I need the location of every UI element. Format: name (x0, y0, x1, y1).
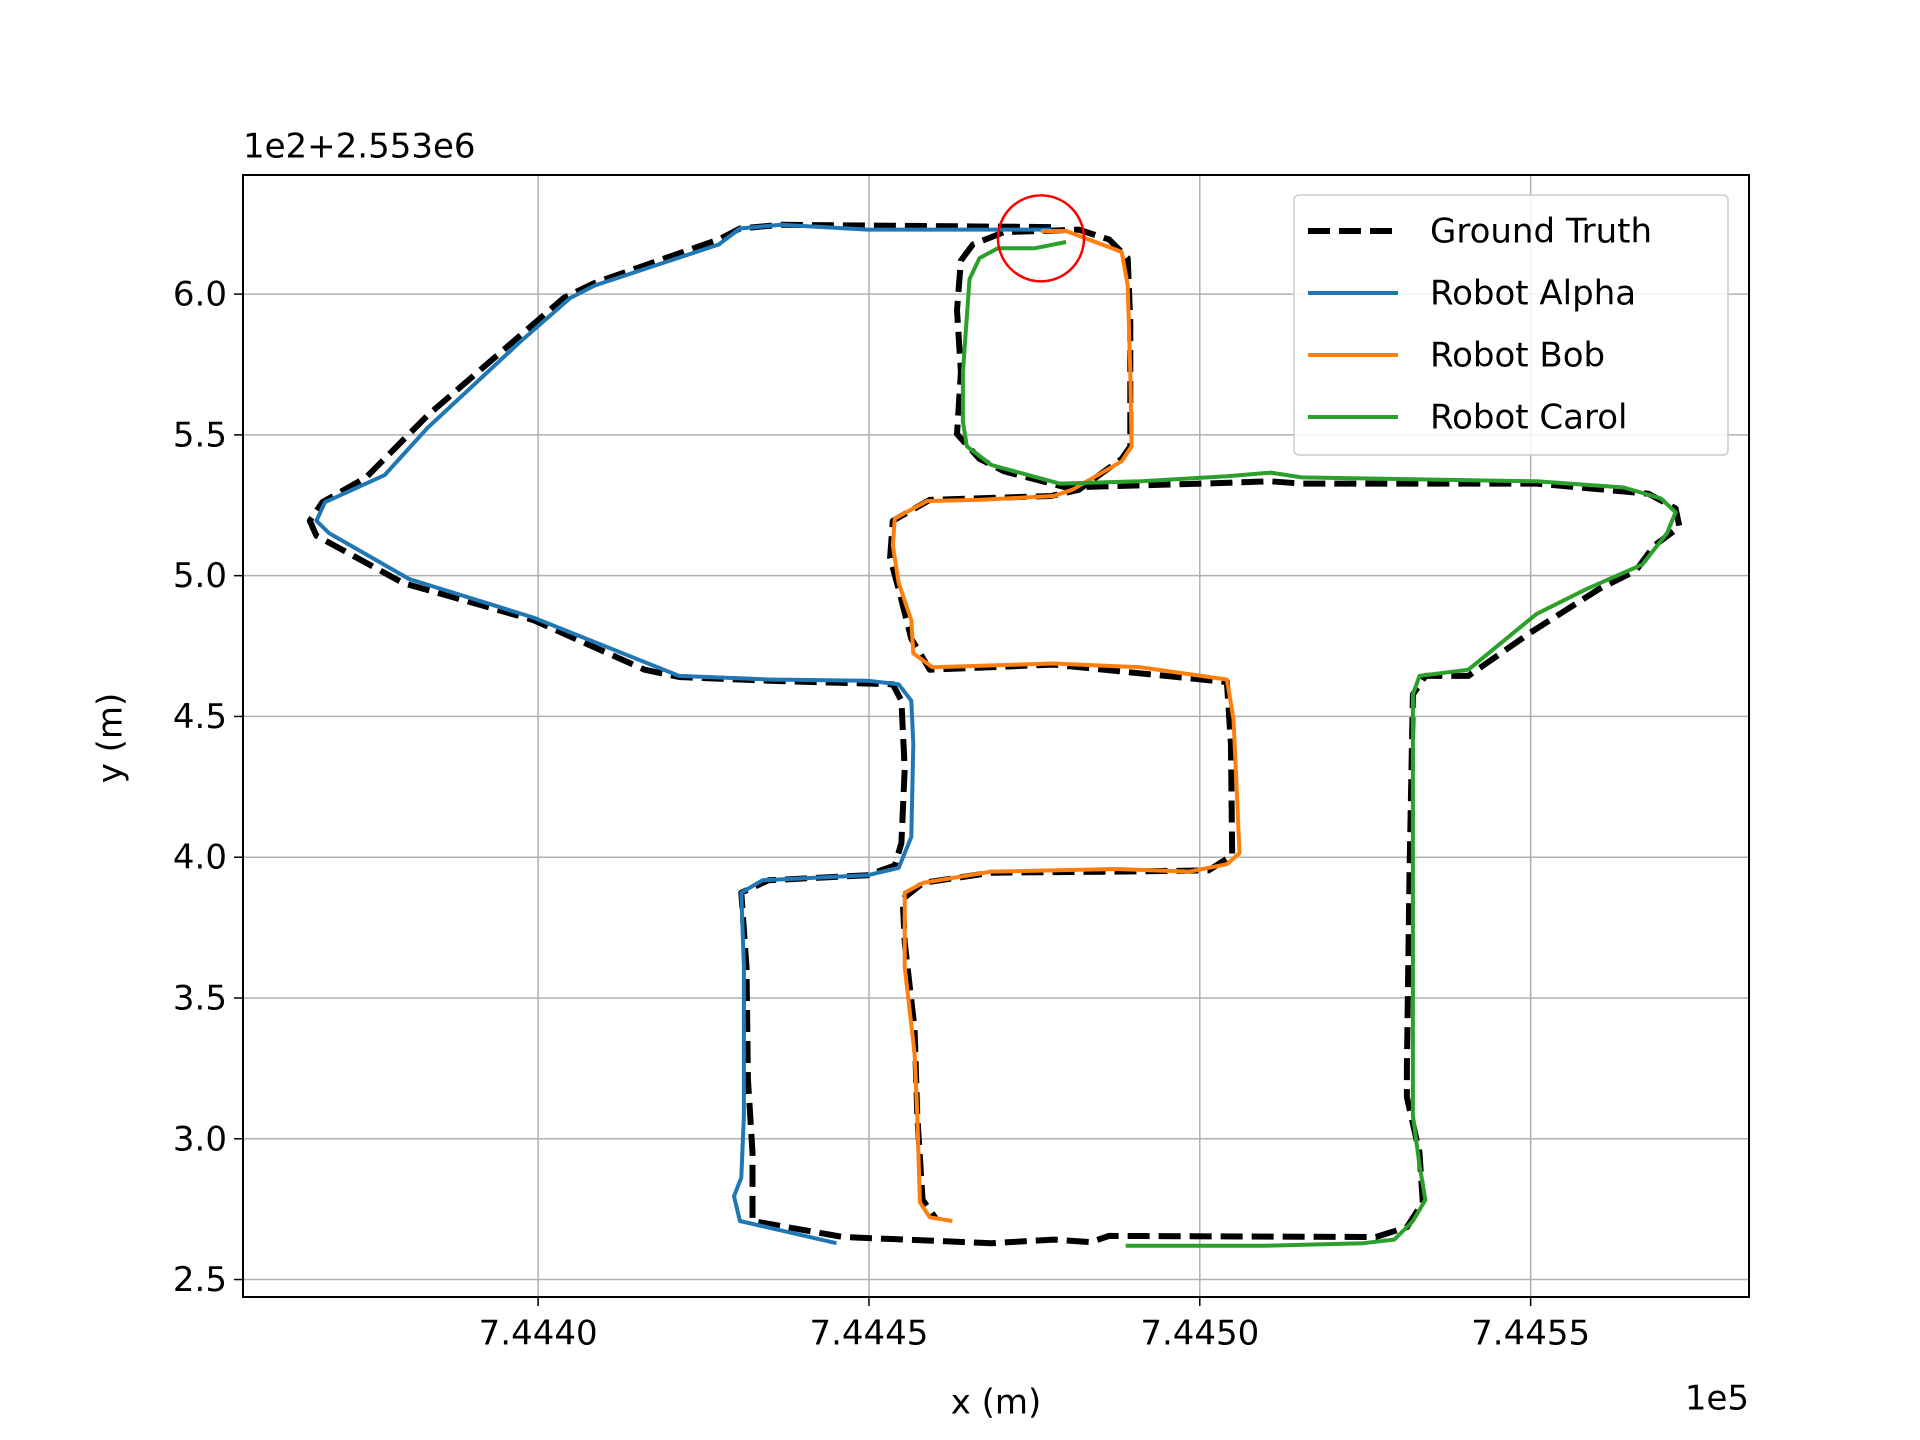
y-tick-label: 6.0 (173, 275, 227, 315)
axes-frame (242, 174, 1750, 1298)
x-offset-label: 1e5 (1685, 1379, 1749, 1419)
x-tick-label: 7.4440 (479, 1314, 598, 1354)
legend-label: Ground Truth (1430, 212, 1652, 252)
y-tick-label: 5.5 (173, 415, 227, 455)
x-axis-label: x (m) (951, 1383, 1042, 1423)
y-tick-label: 4.5 (173, 697, 227, 737)
plot-area (306, 194, 1683, 1248)
y-tick-label: 2.5 (173, 1260, 227, 1300)
trajectory-line (306, 221, 1683, 1247)
x-tick-label: 7.4455 (1471, 1314, 1590, 1354)
legend-label: Robot Carol (1430, 398, 1627, 438)
legend-box (1293, 194, 1729, 456)
y-tick-label: 3.5 (173, 978, 227, 1018)
trajectory-line (960, 240, 1678, 1248)
y-offset-label: 1e2+2.553e6 (243, 127, 476, 167)
x-tick-label: 7.4445 (809, 1314, 928, 1354)
legend-label: Robot Alpha (1430, 274, 1636, 314)
trajectory-line (890, 229, 1242, 1223)
y-axis-label: y (m) (91, 693, 131, 784)
y-tick-label: 3.0 (173, 1119, 227, 1159)
highlight-circle (996, 194, 1086, 283)
y-tick-label: 5.0 (173, 556, 227, 596)
y-tick-label: 4.0 (173, 838, 227, 878)
x-tick-label: 7.4450 (1140, 1314, 1259, 1354)
legend-label: Robot Bob (1430, 336, 1605, 376)
trajectory-line (314, 222, 1051, 1246)
